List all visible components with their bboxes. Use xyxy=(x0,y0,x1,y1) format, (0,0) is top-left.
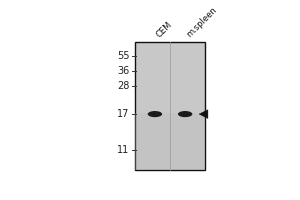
Text: 55: 55 xyxy=(117,51,129,61)
Ellipse shape xyxy=(178,111,192,117)
Text: 28: 28 xyxy=(117,81,129,91)
Text: m.spleen: m.spleen xyxy=(185,6,219,39)
Text: 36: 36 xyxy=(117,66,129,76)
Polygon shape xyxy=(199,110,208,118)
Ellipse shape xyxy=(148,111,162,117)
Bar xyxy=(135,113,205,170)
Text: 11: 11 xyxy=(117,145,129,155)
Text: 17: 17 xyxy=(117,109,129,119)
Text: CEM: CEM xyxy=(155,20,174,39)
Bar xyxy=(135,42,205,170)
